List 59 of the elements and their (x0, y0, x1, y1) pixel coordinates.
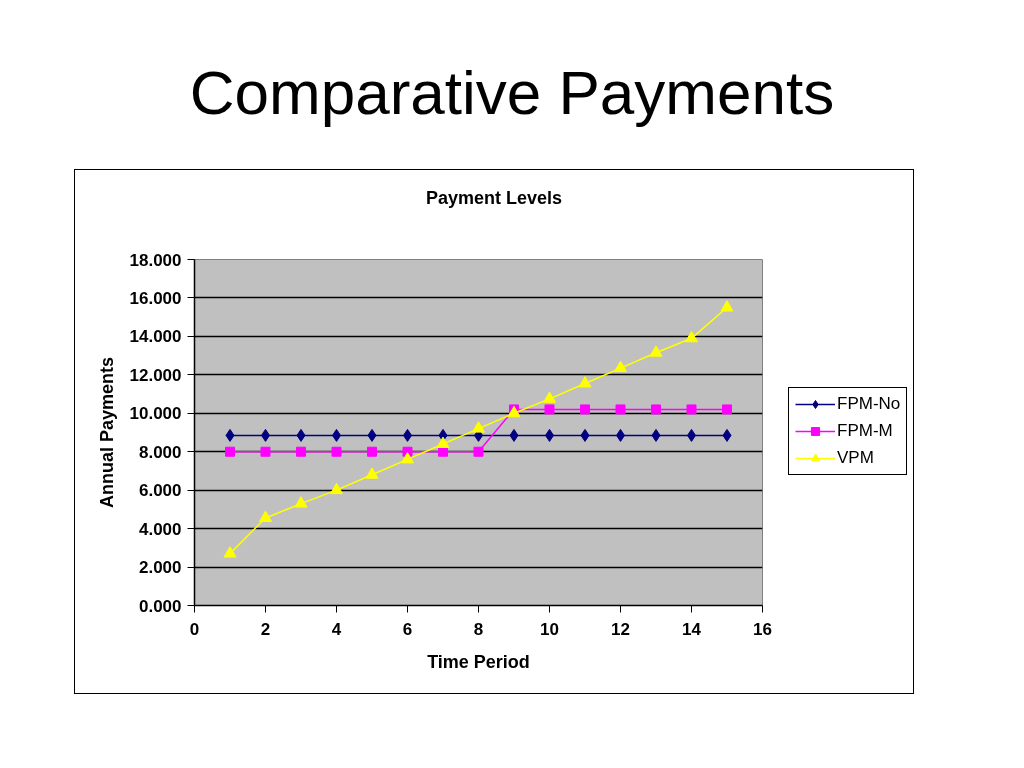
x-tick-label: 12 (611, 619, 630, 639)
x-tick-label: 0 (189, 619, 200, 639)
point (330, 482, 343, 495)
x-tick-label: 4 (331, 619, 342, 639)
point (296, 446, 306, 457)
x-axis-title: Time Period (427, 651, 530, 672)
y-tick-label: 2.000 (138, 558, 182, 578)
y-tick-label: 12.000 (129, 365, 182, 385)
x-tick-label: 8 (473, 619, 484, 639)
point (544, 404, 555, 415)
point (259, 510, 272, 522)
legend-label: VPM (837, 448, 874, 468)
point (722, 428, 732, 442)
x-tick-label: 2 (260, 619, 271, 639)
point (472, 421, 485, 433)
y-tick-label: 18.000 (129, 250, 182, 270)
point (615, 404, 626, 415)
x-tick-label: 6 (402, 619, 413, 639)
point (720, 300, 734, 312)
y-tick-label: 14.000 (129, 327, 182, 347)
point (294, 496, 308, 508)
legend-label: FPM-M (837, 421, 893, 441)
point (580, 404, 590, 415)
chart-title: Comparative Payments (188, 57, 836, 127)
point (436, 436, 450, 448)
y-tick-label: 8.000 (138, 442, 182, 462)
point (509, 428, 519, 442)
point (651, 428, 661, 442)
x-tick-label: 14 (682, 619, 702, 639)
point (367, 446, 377, 457)
y-tick-label: 6.000 (138, 481, 182, 501)
chart-subtitle: Payment Levels (424, 187, 564, 208)
point (686, 404, 697, 415)
point (649, 345, 663, 357)
point (580, 428, 590, 442)
legend-label: FPM-No (837, 394, 901, 414)
point (578, 376, 592, 388)
y-tick-label: 4.000 (138, 519, 182, 539)
point (722, 404, 732, 415)
point (651, 404, 661, 415)
point (367, 428, 377, 442)
point (331, 446, 342, 457)
point (401, 451, 414, 464)
y-tick-label: 0.000 (138, 596, 182, 616)
point (543, 391, 556, 403)
y-axis-title: Annual Payments (96, 356, 117, 509)
y-tick-label: 16.000 (129, 288, 182, 308)
point (365, 467, 379, 479)
point (614, 360, 627, 373)
point (296, 428, 306, 442)
point (223, 546, 237, 558)
point (225, 428, 235, 442)
point (260, 446, 271, 457)
y-tick-label: 10.000 (129, 404, 182, 424)
x-tick-label: 10 (540, 619, 559, 639)
point (685, 330, 698, 343)
point (225, 446, 235, 457)
x-tick-label: 16 (753, 619, 772, 639)
point (473, 446, 484, 457)
